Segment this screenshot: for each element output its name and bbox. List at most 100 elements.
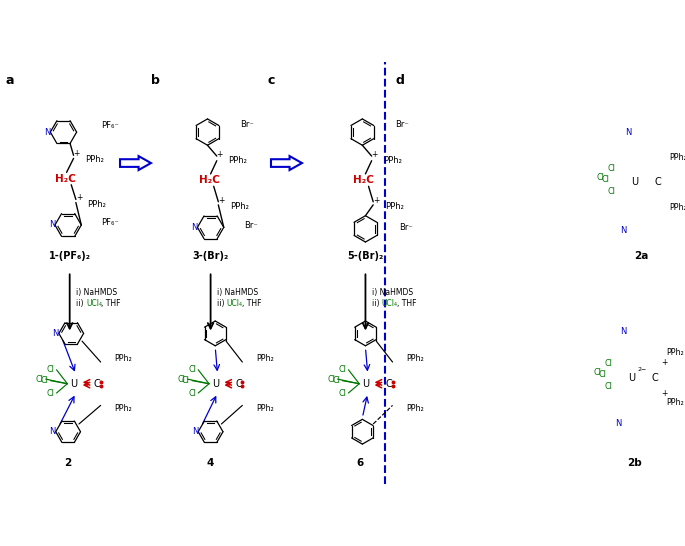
Text: , THF: , THF bbox=[101, 299, 121, 308]
Text: a: a bbox=[5, 74, 14, 87]
Text: Cl: Cl bbox=[605, 359, 612, 368]
Text: PPh₂: PPh₂ bbox=[114, 354, 132, 364]
Text: Cl: Cl bbox=[608, 187, 616, 196]
Text: PPh₂: PPh₂ bbox=[256, 404, 274, 413]
Text: C: C bbox=[651, 372, 658, 383]
Text: C: C bbox=[655, 177, 662, 187]
Text: Cl: Cl bbox=[599, 370, 606, 379]
Text: N: N bbox=[44, 128, 51, 136]
Text: PPh₂: PPh₂ bbox=[383, 156, 402, 165]
Text: PPh₂: PPh₂ bbox=[228, 156, 247, 165]
Text: PPh₂: PPh₂ bbox=[667, 348, 684, 357]
Text: Br⁻: Br⁻ bbox=[395, 120, 409, 129]
Text: N: N bbox=[53, 329, 59, 338]
Text: Cl: Cl bbox=[338, 389, 346, 397]
Text: PPh₂: PPh₂ bbox=[406, 404, 424, 413]
Text: H₂C: H₂C bbox=[55, 174, 75, 183]
Text: PPh₂: PPh₂ bbox=[256, 354, 274, 364]
Text: U: U bbox=[632, 177, 638, 187]
Text: PPh₂: PPh₂ bbox=[406, 354, 424, 364]
Text: Br⁻: Br⁻ bbox=[244, 221, 258, 230]
Text: Cl: Cl bbox=[36, 375, 43, 384]
Text: +: + bbox=[371, 150, 378, 159]
Text: b: b bbox=[151, 74, 160, 87]
Text: H₂C: H₂C bbox=[199, 175, 219, 185]
Text: 2b: 2b bbox=[627, 458, 643, 468]
Text: Cl: Cl bbox=[40, 376, 48, 385]
Text: U: U bbox=[212, 379, 219, 389]
Text: UCl₄: UCl₄ bbox=[86, 299, 102, 308]
Text: N: N bbox=[620, 327, 627, 336]
Text: C: C bbox=[385, 379, 392, 389]
Text: Cl: Cl bbox=[338, 365, 346, 374]
Text: , THF: , THF bbox=[242, 299, 262, 308]
Text: U: U bbox=[362, 379, 369, 389]
Text: +: + bbox=[219, 195, 225, 205]
Text: Cl: Cl bbox=[597, 173, 605, 182]
Text: Cl: Cl bbox=[47, 389, 54, 397]
Text: N: N bbox=[49, 221, 55, 229]
Text: 5-(Br)₂: 5-(Br)₂ bbox=[347, 251, 384, 261]
Text: N: N bbox=[191, 223, 197, 232]
Text: Cl: Cl bbox=[608, 164, 616, 173]
Text: i) NaHMDS: i) NaHMDS bbox=[216, 288, 258, 297]
Text: H₂C: H₂C bbox=[353, 175, 374, 185]
Text: 3-(Br)₂: 3-(Br)₂ bbox=[192, 251, 229, 261]
Text: PPh₂: PPh₂ bbox=[667, 398, 684, 407]
Text: +: + bbox=[216, 150, 223, 159]
Polygon shape bbox=[120, 156, 151, 170]
Text: , THF: , THF bbox=[397, 299, 416, 308]
Text: Cl: Cl bbox=[594, 369, 601, 377]
Text: Cl: Cl bbox=[188, 389, 196, 397]
Text: UCl₄: UCl₄ bbox=[227, 299, 243, 308]
Text: Cl: Cl bbox=[182, 376, 190, 385]
Text: Cl: Cl bbox=[177, 375, 185, 384]
Text: PPh₂: PPh₂ bbox=[670, 153, 685, 162]
Text: C: C bbox=[93, 379, 100, 389]
Text: +: + bbox=[373, 195, 379, 205]
Text: PPh₂: PPh₂ bbox=[670, 203, 685, 212]
Text: Br⁻: Br⁻ bbox=[399, 223, 412, 232]
Text: ii): ii) bbox=[76, 299, 86, 308]
Text: 6: 6 bbox=[356, 458, 364, 468]
Text: ii): ii) bbox=[216, 299, 227, 308]
Text: d: d bbox=[395, 74, 404, 87]
Text: 2: 2 bbox=[64, 458, 72, 468]
Text: 2a: 2a bbox=[634, 251, 648, 261]
Text: Cl: Cl bbox=[327, 375, 336, 384]
Text: PF₆⁻: PF₆⁻ bbox=[101, 218, 119, 227]
Polygon shape bbox=[271, 156, 302, 170]
Text: Cl: Cl bbox=[47, 365, 54, 374]
Text: C: C bbox=[235, 379, 242, 389]
Text: 1-(PF₆)₂: 1-(PF₆)₂ bbox=[49, 251, 90, 261]
Text: i) NaHMDS: i) NaHMDS bbox=[76, 288, 117, 297]
Text: U: U bbox=[70, 379, 77, 389]
Text: Cl: Cl bbox=[605, 382, 612, 391]
Text: N: N bbox=[49, 427, 56, 436]
Text: 4: 4 bbox=[207, 458, 214, 468]
Text: N: N bbox=[614, 419, 621, 429]
Text: ii): ii) bbox=[372, 299, 382, 308]
Text: PF₆⁻: PF₆⁻ bbox=[101, 121, 119, 130]
Text: Cl: Cl bbox=[601, 175, 610, 184]
Text: PPh₂: PPh₂ bbox=[88, 200, 106, 209]
Text: PPh₂: PPh₂ bbox=[114, 404, 132, 413]
Text: N: N bbox=[192, 427, 198, 436]
Text: Cl: Cl bbox=[188, 365, 196, 374]
Text: N: N bbox=[625, 128, 632, 136]
Text: Br⁻: Br⁻ bbox=[240, 120, 253, 129]
Text: i) NaHMDS: i) NaHMDS bbox=[372, 288, 413, 297]
Text: +: + bbox=[661, 358, 667, 366]
Text: PPh₂: PPh₂ bbox=[85, 156, 104, 164]
Text: +: + bbox=[661, 389, 667, 397]
Text: N: N bbox=[620, 226, 627, 235]
Text: Cl: Cl bbox=[332, 376, 340, 385]
Text: +: + bbox=[73, 149, 80, 158]
Text: PPh₂: PPh₂ bbox=[385, 202, 403, 211]
Text: PPh₂: PPh₂ bbox=[230, 202, 249, 211]
Text: UCl₄: UCl₄ bbox=[382, 299, 398, 308]
Text: U: U bbox=[628, 372, 636, 383]
Text: 2−: 2− bbox=[638, 367, 647, 372]
Text: +: + bbox=[76, 193, 82, 203]
Text: c: c bbox=[268, 74, 275, 87]
